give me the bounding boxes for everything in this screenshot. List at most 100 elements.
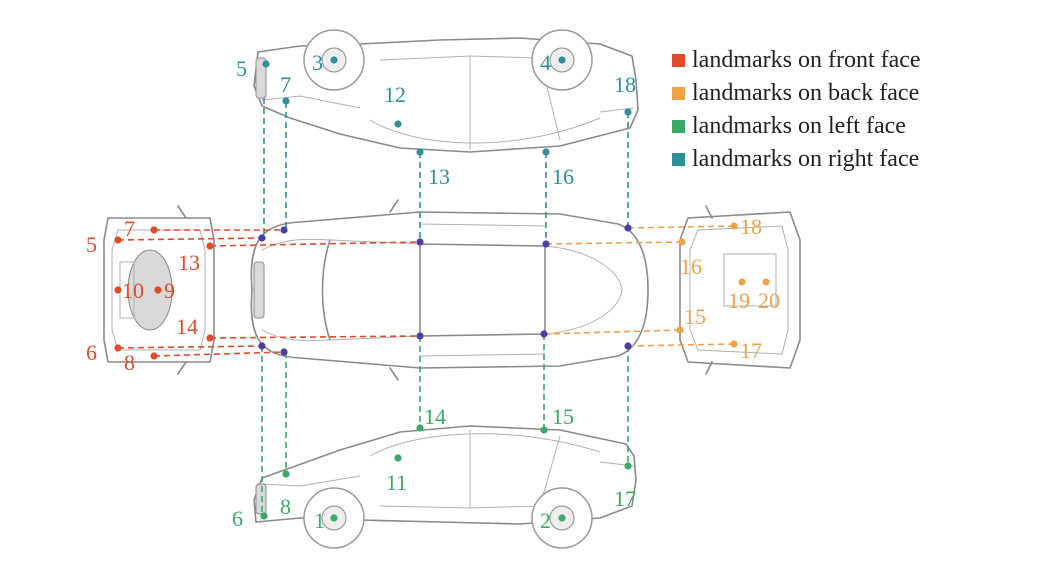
legend-item-back: landmarks on back face: [672, 77, 921, 110]
right-landmark-16: [542, 148, 550, 156]
top-landmark-18: [624, 224, 632, 232]
front-label-10: 10: [122, 278, 144, 303]
left-label-14: 14: [424, 404, 446, 429]
right-landmark-13: [416, 148, 424, 156]
legend-label-back: landmarks on back face: [692, 80, 920, 106]
left-landmark-6: [260, 512, 268, 520]
front-landmark-7: [150, 226, 158, 234]
right-view-landmarks: [262, 56, 632, 156]
legend-label-left: landmarks on left face: [692, 113, 906, 139]
top-landmark-5: [258, 234, 266, 242]
legend-swatch-back: [672, 87, 685, 100]
back-label-16: 16: [680, 254, 702, 279]
back-landmark-19: [738, 278, 746, 286]
legend-label-right: landmarks on right face: [692, 146, 920, 172]
top-landmark-8: [280, 348, 288, 356]
right-landmark-12: [394, 120, 402, 128]
right-view-labels: 5 3 7 12 13 16 4 18: [236, 50, 636, 189]
front-landmark-10: [114, 286, 122, 294]
front-view-landmarks: [114, 226, 214, 360]
legend-label-front: landmarks on front face: [692, 47, 921, 73]
back-label-18: 18: [740, 214, 762, 239]
front-label-9: 9: [164, 278, 175, 303]
front-landmark-5: [114, 236, 122, 244]
top-landmark-14: [416, 332, 424, 340]
left-label-1: 1: [314, 508, 325, 533]
back-landmark-17: [730, 340, 738, 348]
top-landmark-6: [258, 342, 266, 350]
top-landmark-16: [542, 240, 550, 248]
front-face-connectors: [117, 229, 421, 357]
right-landmark-5: [262, 60, 270, 68]
back-view-labels: 18 16 19 20 15 17: [680, 214, 780, 363]
front-label-5: 5: [86, 232, 97, 257]
front-view-labels: 7 5 13 10 9 14 6 8: [86, 216, 200, 375]
right-label-18: 18: [614, 72, 636, 97]
front-label-13: 13: [178, 250, 200, 275]
back-landmark-18: [730, 222, 738, 230]
right-label-7: 7: [280, 72, 291, 97]
legend-item-right: landmarks on right face: [672, 143, 921, 176]
left-label-17: 17: [614, 486, 636, 511]
left-view-landmarks: [260, 424, 632, 522]
top-view-landmarks: [258, 224, 632, 356]
right-label-3: 3: [312, 50, 323, 75]
left-face-connectors: [261, 334, 629, 516]
right-label-12: 12: [384, 82, 406, 107]
back-view-car: [679, 205, 801, 375]
legend-swatch-front: [672, 54, 685, 67]
left-landmark-8: [282, 470, 290, 478]
legend: landmarks on front face landmarks on bac…: [672, 44, 921, 176]
left-view-car: [253, 425, 637, 549]
left-landmark-17: [624, 462, 632, 470]
back-landmark-20: [762, 278, 770, 286]
left-label-8: 8: [280, 494, 291, 519]
front-landmark-8: [150, 352, 158, 360]
front-label-6: 6: [86, 340, 97, 365]
legend-item-left: landmarks on left face: [672, 110, 921, 143]
right-landmark-7: [282, 97, 290, 105]
right-label-13: 13: [428, 164, 450, 189]
back-label-19: 19: [728, 288, 750, 313]
front-landmark-14: [206, 334, 214, 342]
right-face-connectors: [263, 98, 629, 244]
front-landmark-6: [114, 344, 122, 352]
right-landmark-4: [558, 56, 566, 64]
back-landmark-15: [676, 326, 684, 334]
left-landmark-14: [416, 424, 424, 432]
left-label-11: 11: [386, 470, 407, 495]
front-label-7: 7: [124, 216, 135, 241]
right-label-4: 4: [540, 50, 551, 75]
front-landmark-13: [206, 242, 214, 250]
back-view-landmarks: [676, 222, 770, 348]
left-landmark-15: [540, 426, 548, 434]
right-landmark-3: [330, 56, 338, 64]
left-label-6: 6: [232, 506, 243, 531]
top-view-car: [250, 199, 649, 381]
left-landmark-1: [330, 514, 338, 522]
top-landmark-15: [540, 330, 548, 338]
back-face-connectors: [543, 225, 735, 347]
right-view-car: [253, 29, 639, 153]
right-label-5: 5: [236, 56, 247, 81]
left-landmark-11: [394, 454, 402, 462]
top-landmark-17: [624, 342, 632, 350]
left-label-2: 2: [540, 508, 551, 533]
top-landmark-13: [416, 238, 424, 246]
front-landmark-9: [154, 286, 162, 294]
back-label-15: 15: [684, 304, 706, 329]
legend-swatch-left: [672, 120, 685, 133]
right-label-16: 16: [552, 164, 574, 189]
left-view-labels: 14 15 11 17 8 6 1 2: [232, 404, 636, 533]
back-label-17: 17: [740, 338, 762, 363]
back-landmark-16: [678, 238, 686, 246]
legend-swatch-right: [672, 153, 685, 166]
left-landmark-2: [558, 514, 566, 522]
left-label-15: 15: [552, 404, 574, 429]
front-label-14: 14: [176, 314, 198, 339]
back-label-20: 20: [758, 288, 780, 313]
front-label-8: 8: [124, 350, 135, 375]
top-landmark-7: [280, 226, 288, 234]
legend-item-front: landmarks on front face: [672, 44, 921, 77]
